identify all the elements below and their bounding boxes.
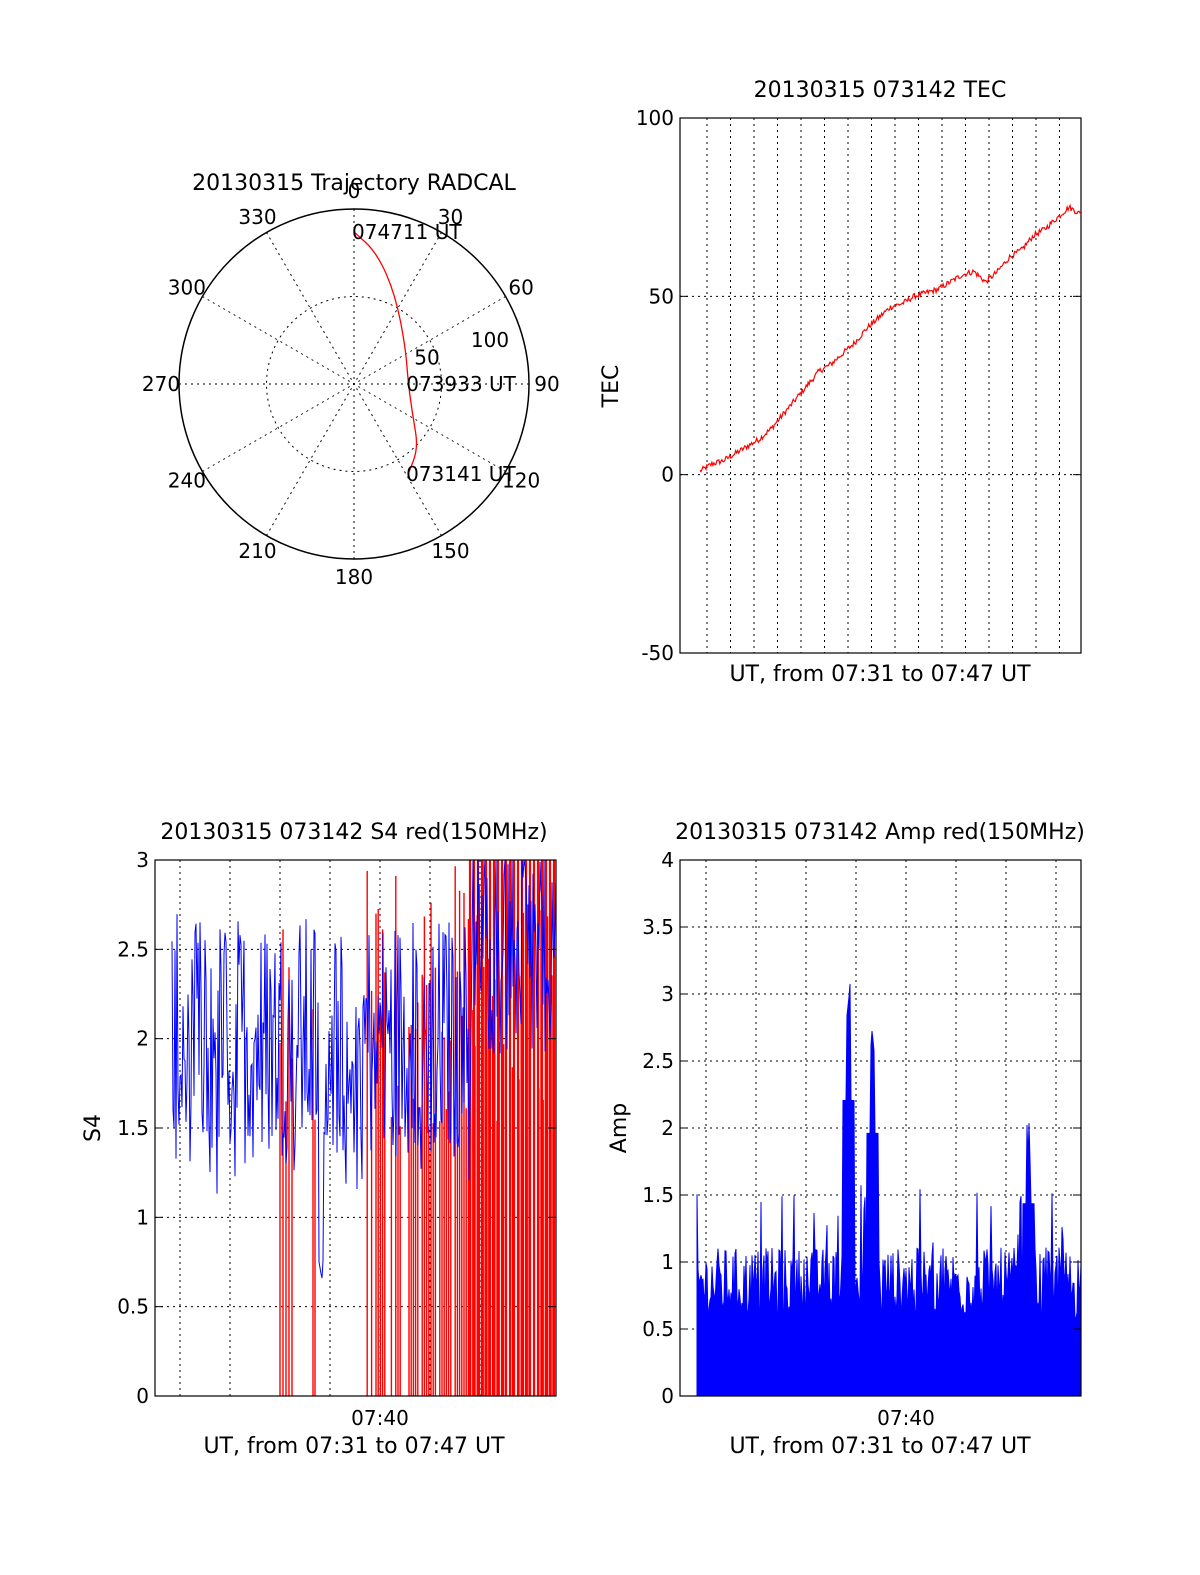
polar-angle-label-210: 210: [238, 539, 276, 563]
tec-frame: [679, 117, 1082, 654]
s4-y-ticks: 0 0.5 1 1.5 2 2.5 3: [117, 848, 556, 1408]
amp-ytick-label: 0: [661, 1384, 674, 1408]
amp-ytick-label: 4: [661, 848, 674, 872]
s4-xlabel: UT, from 07:31 to 07:47 UT: [203, 1434, 505, 1459]
amp-ytick-label: 1: [661, 1250, 674, 1274]
s4-ytick-label: 0: [136, 1384, 149, 1408]
s4-ytick-label: 2.5: [117, 937, 149, 961]
amp-ytick-label: 3.5: [642, 915, 674, 939]
tec-ytick-label: 50: [649, 284, 674, 308]
polar-trajectory-plot: 20130315 Trajectory RADCAL 0 30 60 90 120 150…: [142, 171, 560, 589]
polar-radial-label-100: 100: [471, 328, 509, 352]
s4-grid: [155, 860, 556, 1396]
tec-series: [699, 203, 1082, 473]
s4-ytick-label: 2: [136, 1027, 149, 1051]
trajectory-annotation-2: 073141 UT: [406, 462, 516, 486]
trajectory-series: [353, 231, 418, 475]
amp-ytick-label: 1.5: [642, 1183, 674, 1207]
trajectory-annotation-0: 074711 UT: [352, 220, 462, 244]
amp-title: 20130315 073142 Amp red(150MHz): [675, 820, 1085, 845]
polar-angle-label-300: 300: [168, 276, 206, 300]
polar-angle-label-270: 270: [142, 372, 180, 396]
s4-plot: 20130315 073142 S4 red(150MHz) 0 0.5 1 1.5 2…: [81, 820, 557, 1459]
amp-ytick-label: 3: [661, 982, 674, 1006]
polar-radial-labels: 50 100: [414, 328, 509, 370]
tec-ytick-label: 0: [661, 463, 674, 487]
tec-xlabel: UT, from 07:31 to 07:47 UT: [729, 662, 1031, 687]
tec-plot: 20130315 073142 TEC -50 0 50 100 TEC UT, fr…: [599, 78, 1082, 687]
amp-y-ticks: 0 0.5 1 1.5 2 2.5 3 3.5 4: [642, 848, 1081, 1408]
amp-ylabel: Amp: [607, 1103, 632, 1153]
tec-ytick-label: -50: [641, 641, 674, 665]
polar-inner-circle: [266, 296, 442, 472]
polar-angle-label-60: 60: [508, 276, 533, 300]
polar-angle-label-120: 120: [502, 469, 540, 493]
polar-angle-label-90: 90: [534, 372, 559, 396]
s4-ytick-label: 1.5: [117, 1116, 149, 1140]
polar-title: 20130315 Trajectory RADCAL: [192, 171, 516, 196]
polar-angle-labels: 0 30 60 90 120 150 180 210 240 270 300 330: [142, 179, 560, 589]
s4-xtick-0740: 07:40: [351, 1406, 409, 1430]
amp-xlabel: UT, from 07:31 to 07:47 UT: [729, 1434, 1031, 1459]
s4-title: 20130315 073142 S4 red(150MHz): [160, 820, 547, 845]
amp-ytick-label: 0.5: [642, 1317, 674, 1341]
s4-ytick-label: 0.5: [117, 1295, 149, 1319]
polar-angle-label-0: 0: [348, 179, 361, 203]
trajectory-annotations: 074711 UT 073933 UT 073141 UT: [352, 220, 517, 486]
tec-title: 20130315 073142 TEC: [754, 78, 1007, 103]
tec-y-ticks: -50 0 50 100: [636, 106, 1081, 665]
polar-angle-label-30: 30: [438, 205, 463, 229]
polar-spoke-150: [266, 232, 442, 536]
polar-angle-label-330: 330: [238, 205, 276, 229]
polar-radial-label-50: 50: [414, 346, 439, 370]
polar-angle-label-180: 180: [335, 565, 373, 589]
s4-ytick-label: 1: [136, 1205, 149, 1229]
trajectory-annotation-1: 073933 UT: [406, 372, 516, 396]
polar-angle-label-240: 240: [168, 469, 206, 493]
amp-series: [696, 983, 1082, 1397]
amp-xtick-0740: 07:40: [877, 1406, 935, 1430]
tec-ytick-label: 100: [636, 106, 674, 130]
amp-ytick-label: 2: [661, 1116, 674, 1140]
polar-grid: [178, 208, 530, 560]
s4-ylabel: S4: [81, 1114, 106, 1142]
amp-plot: 20130315 073142 Amp red(150MHz) 0 0.5 1 1.5…: [607, 820, 1085, 1459]
s4-blue-series: [171, 859, 557, 1279]
s4-ytick-label: 3: [136, 848, 149, 872]
tec-ylabel: TEC: [599, 365, 624, 409]
tec-grid: [680, 118, 1081, 653]
polar-angle-label-150: 150: [431, 539, 469, 563]
amp-ytick-label: 2.5: [642, 1049, 674, 1073]
